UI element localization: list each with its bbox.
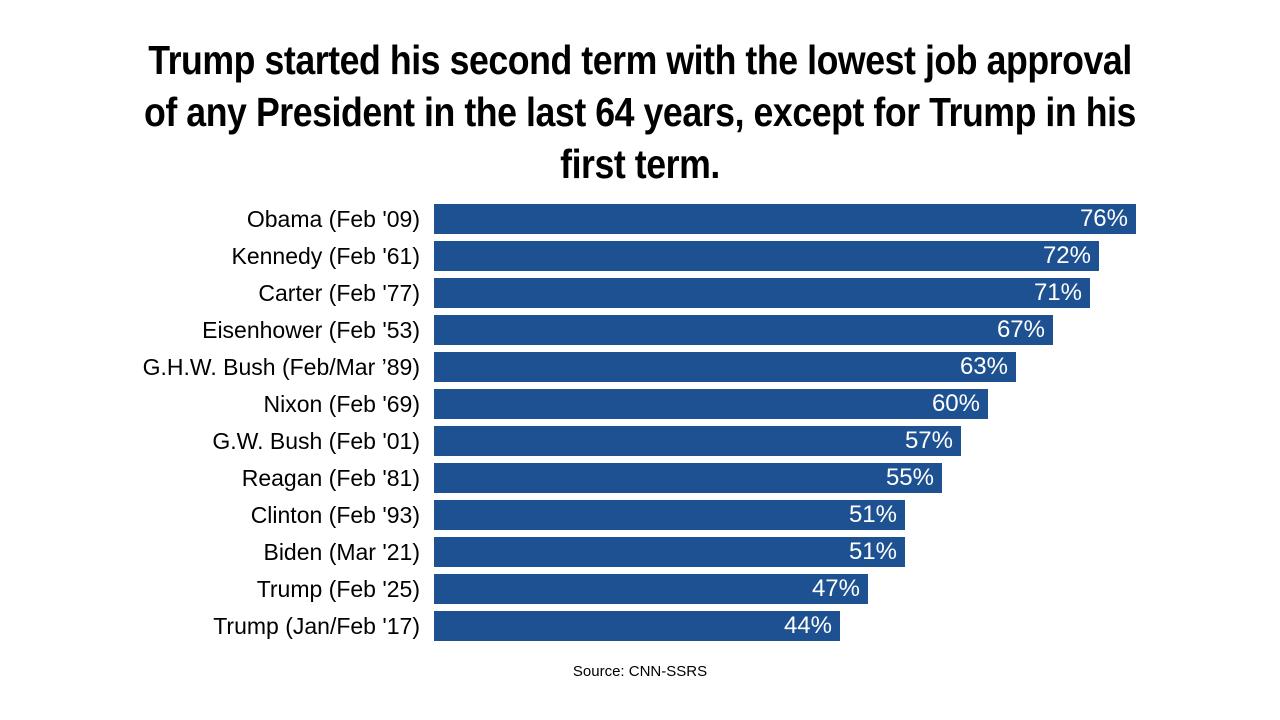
- chart-title-line: of any President in the last 64 years, e…: [144, 89, 1136, 135]
- value-label: 60%: [931, 390, 980, 417]
- chart-title-line: first term.: [560, 141, 720, 187]
- category-label: Eisenhower (Feb '53): [202, 316, 420, 343]
- bar-row: Obama (Feb '09) 76%: [0, 204, 1280, 234]
- bar: 71%: [434, 278, 1090, 308]
- value-label: 51%: [848, 501, 897, 528]
- bar-row: Carter (Feb '77) 71%: [0, 278, 1280, 308]
- value-label: 57%: [904, 427, 953, 454]
- bar: 44%: [434, 611, 840, 641]
- category-label: G.H.W. Bush (Feb/Mar ’89): [142, 353, 420, 380]
- bar-track: 57%: [434, 426, 1280, 456]
- bar-track: 47%: [434, 574, 1280, 604]
- source-note: Source: CNN-SSRS: [572, 663, 708, 680]
- bar-track: 51%: [434, 500, 1280, 530]
- value-label: 72%: [1042, 242, 1091, 269]
- bar-track: 55%: [434, 463, 1280, 493]
- bar-track: 60%: [434, 389, 1280, 419]
- bar-track: 63%: [434, 352, 1280, 382]
- bar-row: Biden (Mar '21) 51%: [0, 537, 1280, 567]
- value-label: 63%: [959, 353, 1008, 380]
- bar-track: 67%: [434, 315, 1280, 345]
- bar: 72%: [434, 241, 1099, 271]
- bar: 60%: [434, 389, 988, 419]
- bar: 63%: [434, 352, 1016, 382]
- value-label: 51%: [848, 538, 897, 565]
- bar-track: 72%: [434, 241, 1280, 271]
- bar: 57%: [434, 426, 961, 456]
- chart-title-line: Trump started his second term with the l…: [148, 37, 1132, 83]
- bar-track: 51%: [434, 537, 1280, 567]
- bar-row: G.W. Bush (Feb '01) 57%: [0, 426, 1280, 456]
- category-label: Obama (Feb '09): [246, 205, 420, 232]
- value-label: 76%: [1079, 205, 1128, 232]
- bar-row: Eisenhower (Feb '53) 67%: [0, 315, 1280, 345]
- bar-row: Trump (Feb '25) 47%: [0, 574, 1280, 604]
- category-label: Carter (Feb '77): [258, 279, 420, 306]
- bar-chart: Obama (Feb '09) 76% Kennedy (Feb '61) 72% Ca…: [0, 204, 1280, 648]
- value-label: 67%: [996, 316, 1045, 343]
- bar-row: G.H.W. Bush (Feb/Mar ’89) 63%: [0, 352, 1280, 382]
- bar-row: Nixon (Feb '69) 60%: [0, 389, 1280, 419]
- category-label: Trump (Jan/Feb '17): [213, 612, 420, 639]
- bar: 67%: [434, 315, 1053, 345]
- bar-row: Kennedy (Feb '61) 72%: [0, 241, 1280, 271]
- bar-row: Trump (Jan/Feb '17) 44%: [0, 611, 1280, 641]
- chart-title: Trump started his second term with the l…: [83, 0, 1197, 190]
- value-label: 47%: [811, 575, 860, 602]
- value-label: 44%: [783, 612, 832, 639]
- category-label: Trump (Feb '25): [256, 575, 420, 602]
- bar-track: 44%: [434, 611, 1280, 641]
- bar-track: 71%: [434, 278, 1280, 308]
- category-label: Nixon (Feb '69): [263, 390, 420, 417]
- category-label: Kennedy (Feb '61): [231, 242, 420, 269]
- value-label: 71%: [1033, 279, 1082, 306]
- bar: 51%: [434, 537, 905, 567]
- category-label: Biden (Mar '21): [263, 538, 420, 565]
- category-label: Reagan (Feb '81): [241, 464, 420, 491]
- bar-row: Clinton (Feb '93) 51%: [0, 500, 1280, 530]
- bar: 51%: [434, 500, 905, 530]
- category-label: G.W. Bush (Feb '01): [212, 427, 420, 454]
- bar-row: Reagan (Feb '81) 55%: [0, 463, 1280, 493]
- bar-track: 76%: [434, 204, 1280, 234]
- value-label: 55%: [885, 464, 934, 491]
- category-label: Clinton (Feb '93): [250, 501, 420, 528]
- bar: 47%: [434, 574, 868, 604]
- bar: 55%: [434, 463, 942, 493]
- bar: 76%: [434, 204, 1136, 234]
